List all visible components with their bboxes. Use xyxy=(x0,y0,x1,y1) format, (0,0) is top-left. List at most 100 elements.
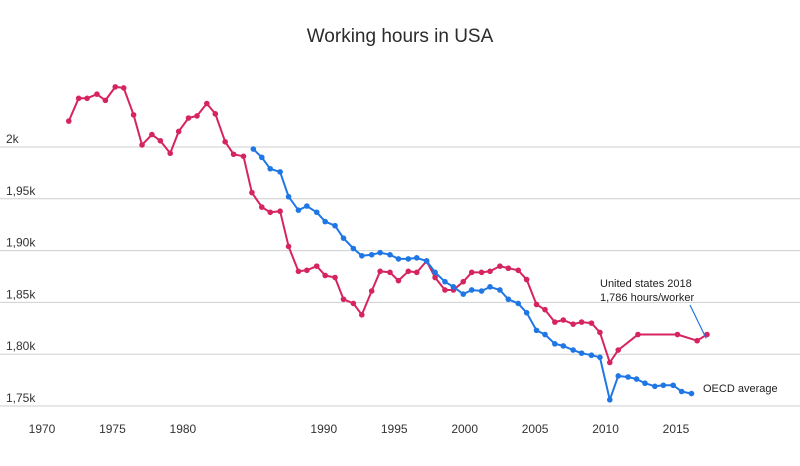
data-point xyxy=(149,131,155,138)
data-point xyxy=(405,268,412,275)
data-point xyxy=(350,300,357,307)
x-tick-label: 2010 xyxy=(592,422,619,436)
data-point xyxy=(597,329,603,336)
data-point xyxy=(368,251,375,258)
data-point xyxy=(194,113,200,119)
data-point xyxy=(642,380,648,387)
data-point xyxy=(304,267,310,274)
x-tick-label: 1980 xyxy=(170,422,197,436)
data-point xyxy=(112,84,119,90)
series-oecd-average xyxy=(250,146,695,403)
data-point xyxy=(460,291,467,297)
annotation-us-line2: 1,786 hours/worker xyxy=(600,292,694,304)
data-point xyxy=(359,252,365,259)
data-point xyxy=(588,352,595,359)
data-point xyxy=(515,300,522,307)
data-point xyxy=(505,296,512,303)
data-point xyxy=(487,268,493,275)
data-point xyxy=(240,153,247,160)
data-point xyxy=(222,139,228,145)
data-point xyxy=(332,222,338,229)
data-point xyxy=(258,154,265,161)
x-tick-label: 1990 xyxy=(310,422,337,436)
data-point xyxy=(285,193,292,200)
data-point xyxy=(468,269,475,276)
data-point xyxy=(678,388,685,395)
data-point xyxy=(313,209,320,216)
y-tick-label: 1,95k xyxy=(6,184,36,198)
data-point xyxy=(478,288,485,294)
data-point xyxy=(267,209,274,216)
data-point xyxy=(75,95,82,102)
y-tick-label: 1,80k xyxy=(6,339,36,353)
x-tick-label: 1970 xyxy=(29,422,56,436)
data-point xyxy=(304,203,310,209)
data-point xyxy=(552,319,558,325)
data-point xyxy=(285,243,292,250)
data-point xyxy=(167,150,174,157)
data-point xyxy=(542,331,548,338)
data-point xyxy=(442,287,448,293)
data-point xyxy=(313,263,320,269)
data-point xyxy=(94,91,100,97)
data-point xyxy=(432,274,438,281)
data-point xyxy=(523,276,530,283)
data-point xyxy=(249,189,255,196)
y-tick-label: 1,75k xyxy=(6,391,36,405)
data-point xyxy=(688,390,695,397)
x-tick-label: 1975 xyxy=(99,422,126,436)
data-point xyxy=(295,207,302,213)
data-point xyxy=(497,263,503,269)
data-point xyxy=(468,287,475,293)
data-point xyxy=(432,269,438,276)
data-point xyxy=(660,382,667,389)
data-point xyxy=(615,373,622,379)
data-point xyxy=(340,235,347,241)
data-point xyxy=(395,277,402,284)
data-point xyxy=(102,97,109,104)
data-point xyxy=(625,374,631,380)
data-point xyxy=(597,354,603,361)
data-point xyxy=(552,341,558,347)
y-tick-label: 2k xyxy=(6,132,20,146)
data-point xyxy=(542,306,548,313)
annotation-oecd: OECD average xyxy=(703,383,778,395)
y-tick-label: 1,90k xyxy=(6,236,36,250)
data-point xyxy=(377,268,383,275)
data-point xyxy=(405,256,412,262)
data-point xyxy=(533,327,540,334)
data-point xyxy=(450,284,457,290)
data-point xyxy=(423,258,430,264)
y-tick-label: 1,85k xyxy=(6,287,36,301)
data-point xyxy=(175,128,182,135)
data-point xyxy=(157,137,164,144)
x-tick-label: 2000 xyxy=(451,422,478,436)
data-point xyxy=(295,268,302,275)
data-point xyxy=(258,204,265,210)
x-tick-label: 2005 xyxy=(522,422,549,436)
data-point xyxy=(130,112,137,118)
data-point xyxy=(332,274,338,281)
data-point xyxy=(359,312,365,318)
data-point xyxy=(340,296,347,303)
data-point xyxy=(204,100,210,107)
chart-title: Working hours in USA xyxy=(306,26,494,47)
data-point xyxy=(139,142,145,148)
data-point xyxy=(515,267,522,274)
data-point xyxy=(277,208,283,215)
data-point xyxy=(606,359,613,366)
data-point xyxy=(395,256,402,262)
data-point xyxy=(670,382,676,389)
data-point xyxy=(322,218,328,225)
data-point xyxy=(350,245,357,252)
data-point xyxy=(533,301,540,308)
data-point xyxy=(497,287,503,293)
x-tick-label: 2015 xyxy=(663,422,690,436)
data-point xyxy=(560,343,567,349)
data-point xyxy=(652,383,658,390)
data-point xyxy=(387,269,393,276)
data-point xyxy=(65,118,72,124)
data-point xyxy=(694,337,700,344)
